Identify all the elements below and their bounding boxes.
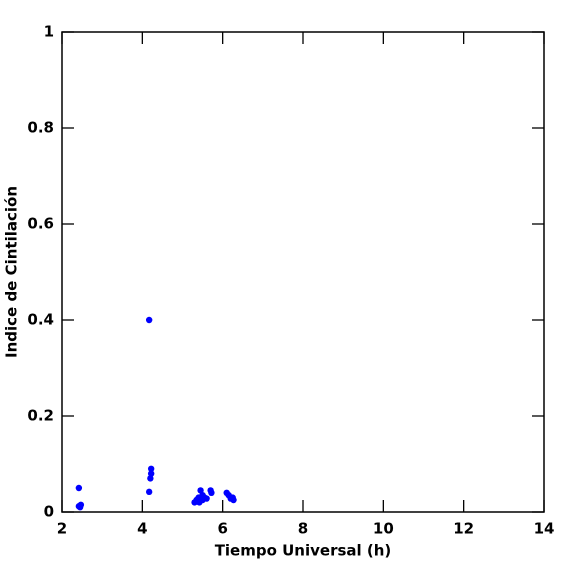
x-axis-label: Tiempo Universal (h) xyxy=(215,542,392,560)
x-tick-label: 14 xyxy=(534,520,555,538)
point xyxy=(147,465,155,472)
point xyxy=(76,504,84,511)
point xyxy=(197,487,204,494)
point xyxy=(208,489,215,496)
y-tick-label: 0.4 xyxy=(27,311,54,329)
x-tick-label: 2 xyxy=(57,520,67,538)
point xyxy=(145,488,153,496)
plot-frame xyxy=(61,31,545,513)
point xyxy=(75,484,83,492)
y-tick-label: 0.8 xyxy=(27,119,54,137)
x-tick-label: 4 xyxy=(137,520,147,538)
x-tick-label: 6 xyxy=(217,520,227,538)
y-tick-label: 1 xyxy=(44,23,54,41)
point xyxy=(227,495,234,502)
x-tick-label: 8 xyxy=(298,520,308,538)
y-tick-label: 0.6 xyxy=(27,215,54,233)
point xyxy=(199,496,206,504)
y-tick-label: 0.2 xyxy=(27,407,54,425)
point xyxy=(147,475,154,482)
x-tick-label: 10 xyxy=(373,520,394,538)
y-tick-label: 0 xyxy=(44,503,54,521)
x-tick-label: 12 xyxy=(453,520,474,538)
point xyxy=(147,470,155,477)
y-axis-label: Indice de Cintilación xyxy=(3,186,21,358)
point xyxy=(145,316,153,324)
